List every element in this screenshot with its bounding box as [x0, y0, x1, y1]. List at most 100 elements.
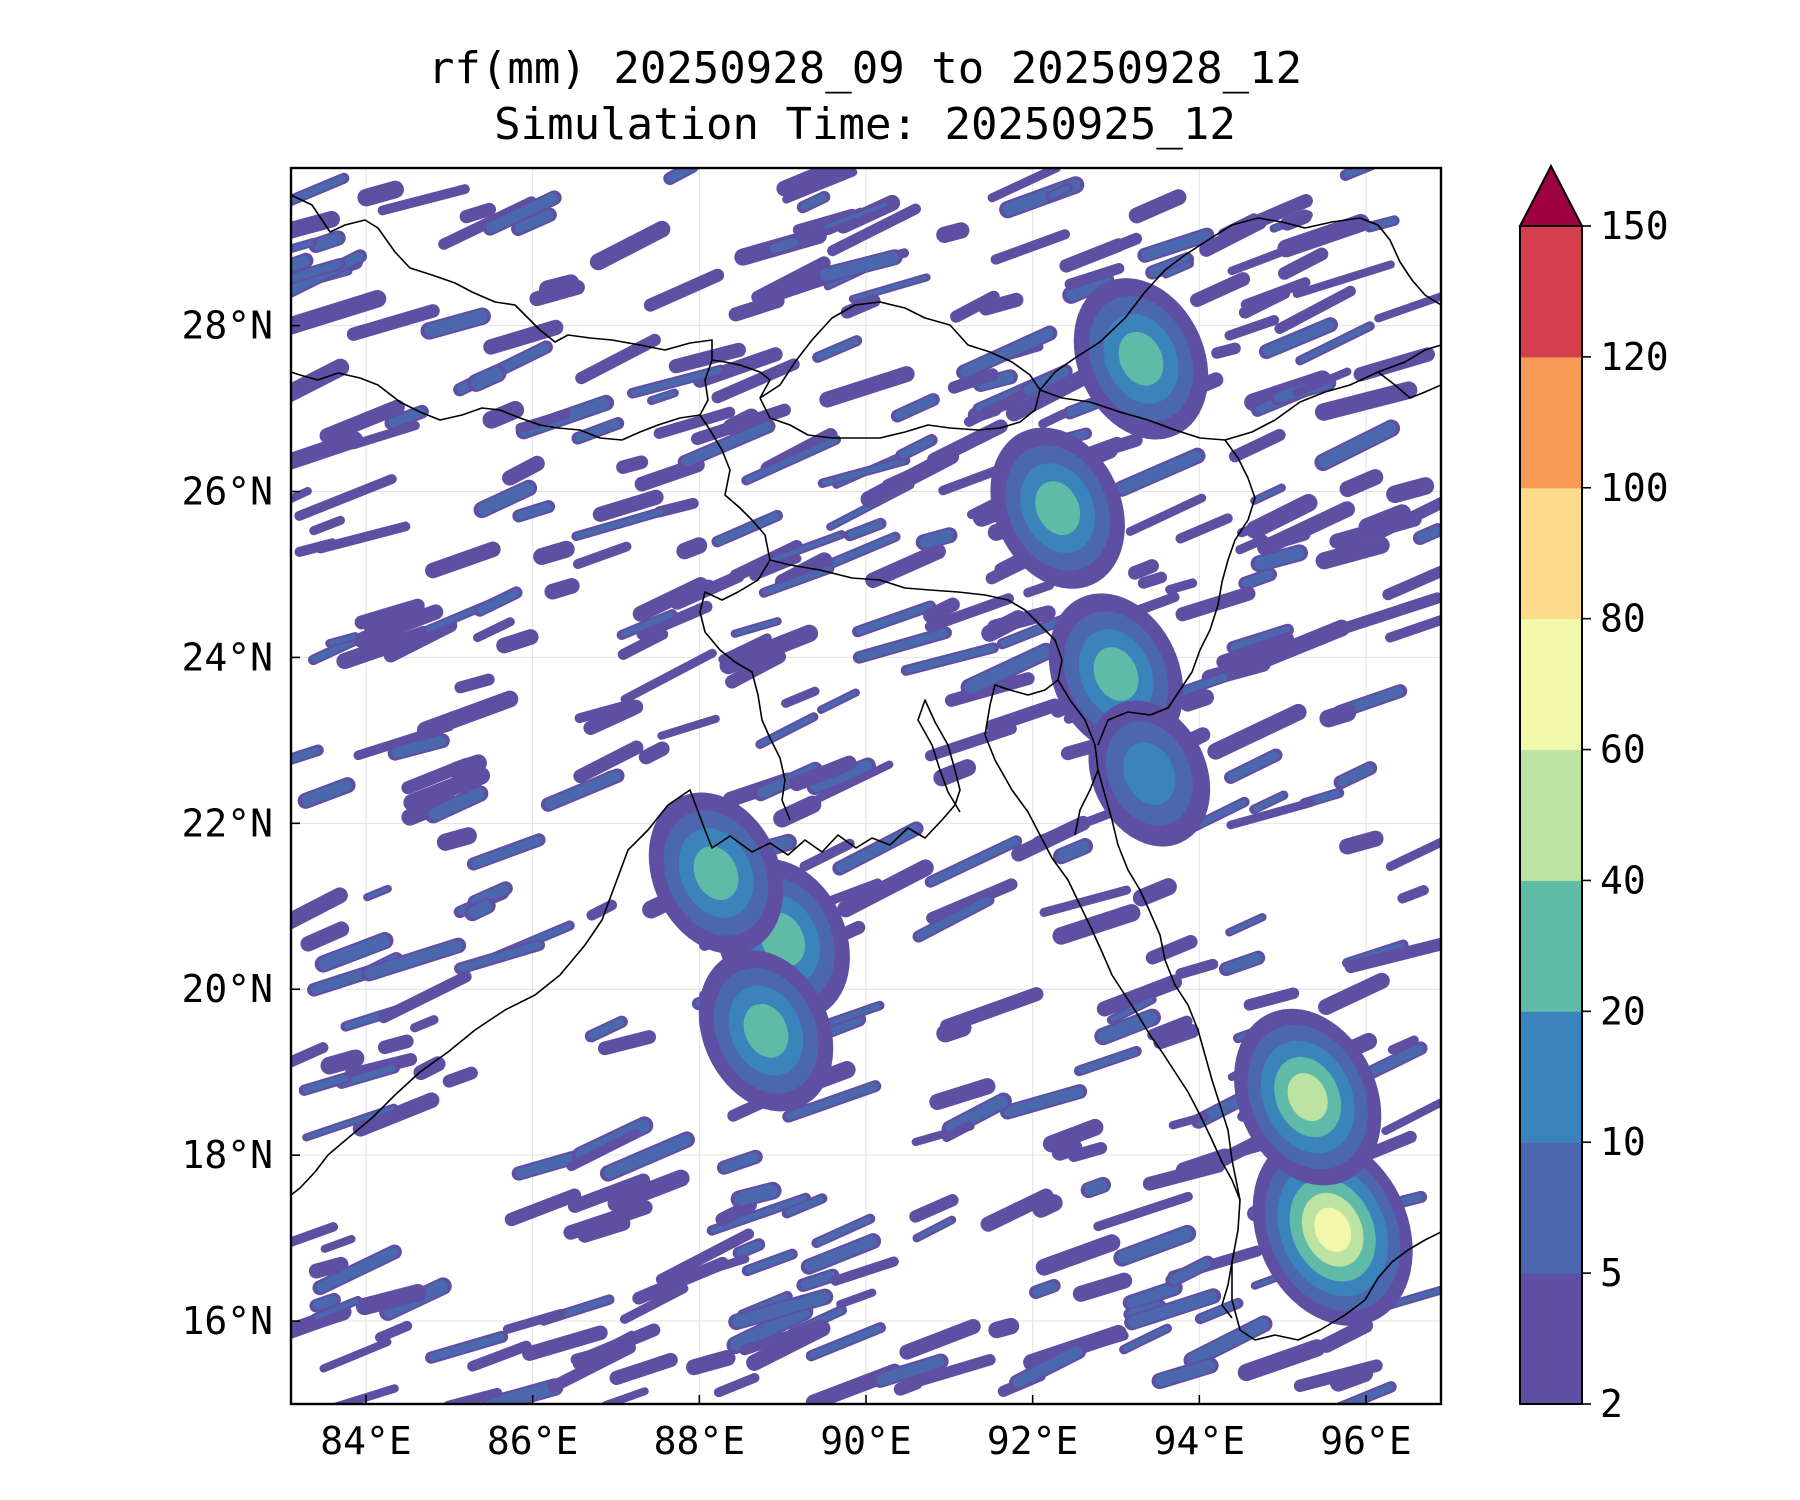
rain-streak [816, 688, 860, 714]
rain-streak [1064, 263, 1125, 290]
rain-streak [655, 1228, 755, 1285]
rain-streak [1052, 838, 1094, 865]
lat-tick-label-2: 20°N [181, 967, 273, 1011]
rain-streak [730, 617, 782, 638]
rain-streak [511, 207, 557, 237]
rain-streak [1153, 1024, 1200, 1050]
rain-streak [567, 1173, 651, 1213]
rain-streak [819, 200, 891, 232]
rain-streak [732, 1238, 766, 1260]
rain-streak [1051, 1139, 1083, 1161]
rain-streak [298, 1072, 352, 1096]
rain-streak [819, 366, 915, 408]
rain-streak [1293, 1359, 1383, 1393]
colorbar-segment-3 [1520, 880, 1582, 1012]
rain-streak [1084, 1330, 1129, 1351]
coastline-india-east [291, 699, 961, 1196]
rain-feature-5 [1252, 1133, 1413, 1326]
rain-streak [1128, 559, 1159, 580]
colorbar-label-7: 100 [1600, 466, 1669, 510]
rain-streak [947, 368, 999, 394]
rain-streak [1067, 1141, 1108, 1163]
rain-streak [1009, 1343, 1087, 1391]
rain-streak [739, 1319, 828, 1356]
rain-streak [1226, 798, 1316, 830]
border-nagaland-manipur [1097, 439, 1256, 1201]
rain-streak [410, 1015, 439, 1033]
lon-axis: 84°E 86°E 88°E 90°E 92°E 94°E 96°E [320, 1395, 1412, 1463]
rain-streak [1374, 290, 1441, 323]
rain-streak [320, 1234, 356, 1253]
rain-streak [425, 1330, 509, 1364]
rain-streak [1011, 815, 1091, 862]
rain-streak [346, 304, 440, 341]
colorbar-label-2: 10 [1600, 1120, 1646, 1164]
rain-streak [377, 184, 470, 216]
rain-streak [909, 1194, 959, 1223]
chart-subtitle: Simulation Time: 20250925_12 [494, 99, 1236, 150]
rain-streak [690, 403, 791, 446]
colorbar-extend-arrow [1518, 163, 1584, 227]
rain-streak [424, 785, 489, 824]
rain-streak [872, 1353, 949, 1388]
rain-streak [1032, 1194, 1063, 1218]
rain-streak [1397, 885, 1429, 904]
rain-streak [504, 1188, 582, 1227]
rain-streak [482, 190, 562, 236]
rain-streak [580, 1323, 661, 1365]
rain-streak [1044, 182, 1074, 202]
rain-streak [315, 521, 411, 554]
rain-streak [533, 540, 575, 566]
rain-streak [1292, 367, 1352, 397]
rain-streak [781, 1193, 828, 1219]
rain-streak [361, 937, 467, 982]
rain-streak [515, 409, 572, 433]
rain-streak [583, 699, 644, 735]
rain-streak [773, 795, 822, 828]
rain-feature-2 [698, 950, 834, 1112]
rain-streak [1238, 567, 1278, 591]
rain-streak [755, 712, 819, 749]
rain-streak [1042, 1118, 1104, 1153]
rain-streak [963, 390, 1027, 427]
rain-streak [1122, 1280, 1183, 1311]
rain-streak [1227, 241, 1303, 276]
rain-streak [620, 648, 717, 704]
rain-feature-1 [648, 792, 784, 954]
lat-tick-label-3: 22°N [181, 801, 273, 845]
rain-streak [467, 364, 507, 392]
rain-streak [671, 570, 745, 610]
rain-streak [1228, 428, 1286, 463]
rain-streak [352, 1092, 440, 1137]
rain-streak [1080, 1176, 1112, 1199]
rain-streak [1344, 937, 1441, 974]
rain-streak [799, 838, 855, 872]
rain-streak [1029, 1278, 1061, 1300]
rain-streak [1250, 483, 1286, 505]
rain-streak [1314, 381, 1418, 421]
rain-streak [291, 887, 348, 940]
rain-streak [459, 202, 496, 224]
rain-streak [403, 766, 491, 812]
rain-streak [1194, 1297, 1244, 1325]
rain-streak [355, 1284, 427, 1316]
rain-streak [616, 609, 678, 641]
rain-streak [692, 347, 783, 388]
rain-streak [812, 335, 863, 363]
rain-streak [473, 479, 538, 519]
rain-streak [1385, 830, 1441, 871]
rain-streak [972, 369, 1018, 392]
rain-streak [912, 1215, 957, 1243]
colorbar-segment-0 [1520, 1273, 1582, 1405]
rain-streak [852, 626, 952, 664]
rain-streak [789, 755, 857, 792]
rain-streak [308, 1256, 349, 1279]
rain-streak [1137, 571, 1168, 589]
rain-streak [1274, 285, 1356, 334]
rain-streak [1165, 578, 1198, 595]
coastline-myanmar-south [1221, 1261, 1233, 1319]
rain-streak [320, 1049, 365, 1075]
rain-streak [310, 1295, 363, 1323]
rain-streak [677, 419, 776, 470]
rain-streak [938, 466, 1000, 496]
